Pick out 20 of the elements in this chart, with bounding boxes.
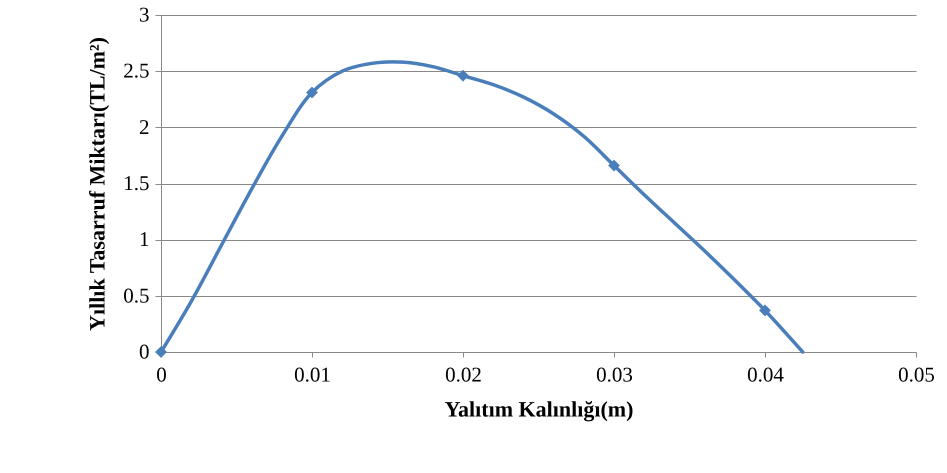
y-tick-label: 2.5 [123, 58, 150, 83]
y-tick-label: 0 [139, 340, 150, 364]
point [457, 70, 469, 82]
point [306, 86, 318, 98]
x-tick-label: 0.03 [596, 362, 633, 386]
point [759, 304, 771, 316]
y-tick-label: 1.5 [123, 171, 150, 195]
x-axis-title: Yalıtım Kalınlığı(m) [444, 396, 634, 422]
y-tick-label: 3 [139, 2, 150, 26]
y-axis-title: Yıllık Tasarruf Miktarı(TL/m²) [84, 37, 110, 331]
x-tick-label: 0.04 [747, 362, 784, 386]
y-tick-label: 0.5 [123, 283, 150, 308]
x-tick-label: 0.02 [445, 362, 482, 386]
point [155, 346, 167, 358]
x-tick-label: 0.05 [898, 362, 935, 386]
point [608, 160, 620, 172]
x-tick-label: 0.01 [294, 362, 331, 386]
y-tick-label: 2 [139, 114, 150, 139]
y-tick-label: 1 [139, 227, 150, 252]
x-tick-label: 0 [156, 362, 167, 386]
